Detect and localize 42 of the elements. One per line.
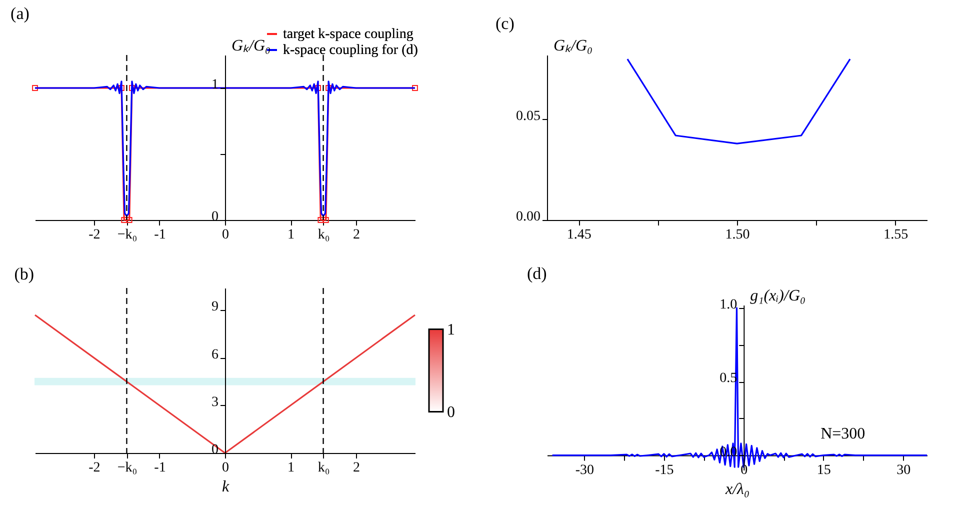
x-tick-label: 1.45 [566,228,592,242]
y-axis-title: Gₖ/G₀ [232,38,271,54]
x-tick-label: -2 [88,460,100,476]
y-tick-label: 3 [212,394,218,410]
x-tick-label: 1 [288,228,295,242]
y-tick-label: 9 [212,300,218,315]
color-bar-label: 1 [447,321,455,338]
x-tick-label: −k₀ [117,228,138,242]
y-tick-label: 0.05 [516,108,540,124]
x-tick-label: 0 [222,460,229,476]
x-tick-label: −k₀ [117,460,138,476]
x-tick-label: -15 [655,462,674,478]
chart-title: (a) [10,4,30,23]
x-tick-label: 0 [740,462,748,478]
x-tick-label: -2 [88,228,100,242]
x-axis-title: x/λ₀ [724,480,750,498]
x-tick-label: k₀ [318,228,330,242]
x-tick-label: 2 [353,228,360,242]
y-tick-label: 6 [212,347,218,362]
x-tick-label: 30 [896,462,911,478]
legend-label: target k-space coupling [283,27,414,42]
x-tick-label: -30 [575,462,594,478]
y-tick-label: 0.00 [516,210,540,224]
x-tick-label: 1 [288,460,295,476]
x-tick-label: k₀ [318,460,330,476]
y-axis-title: g₁(xᵢ)/G₀ [750,288,806,304]
annotation: N=300 [820,426,866,443]
x-axis-title: k [222,478,230,496]
x-tick-label: -1 [154,228,166,242]
chart-title: (b) [14,264,34,284]
y-tick-label: 1.0 [720,297,738,312]
color-bar-label: 0 [447,404,455,421]
x-tick-label: 2 [353,460,360,476]
x-tick-label: 1.50 [725,228,750,242]
x-tick-label: -1 [154,460,166,476]
chart-title: (d) [527,264,547,283]
x-tick-label: 15 [816,462,831,478]
legend-label: k-space coupling for (d) [283,43,418,58]
y-axis-title: Gₖ/G₀ [554,38,593,54]
x-tick-label: 1.55 [884,228,908,242]
x-tick-label: 0 [222,228,229,242]
chart-title: (c) [496,14,514,33]
